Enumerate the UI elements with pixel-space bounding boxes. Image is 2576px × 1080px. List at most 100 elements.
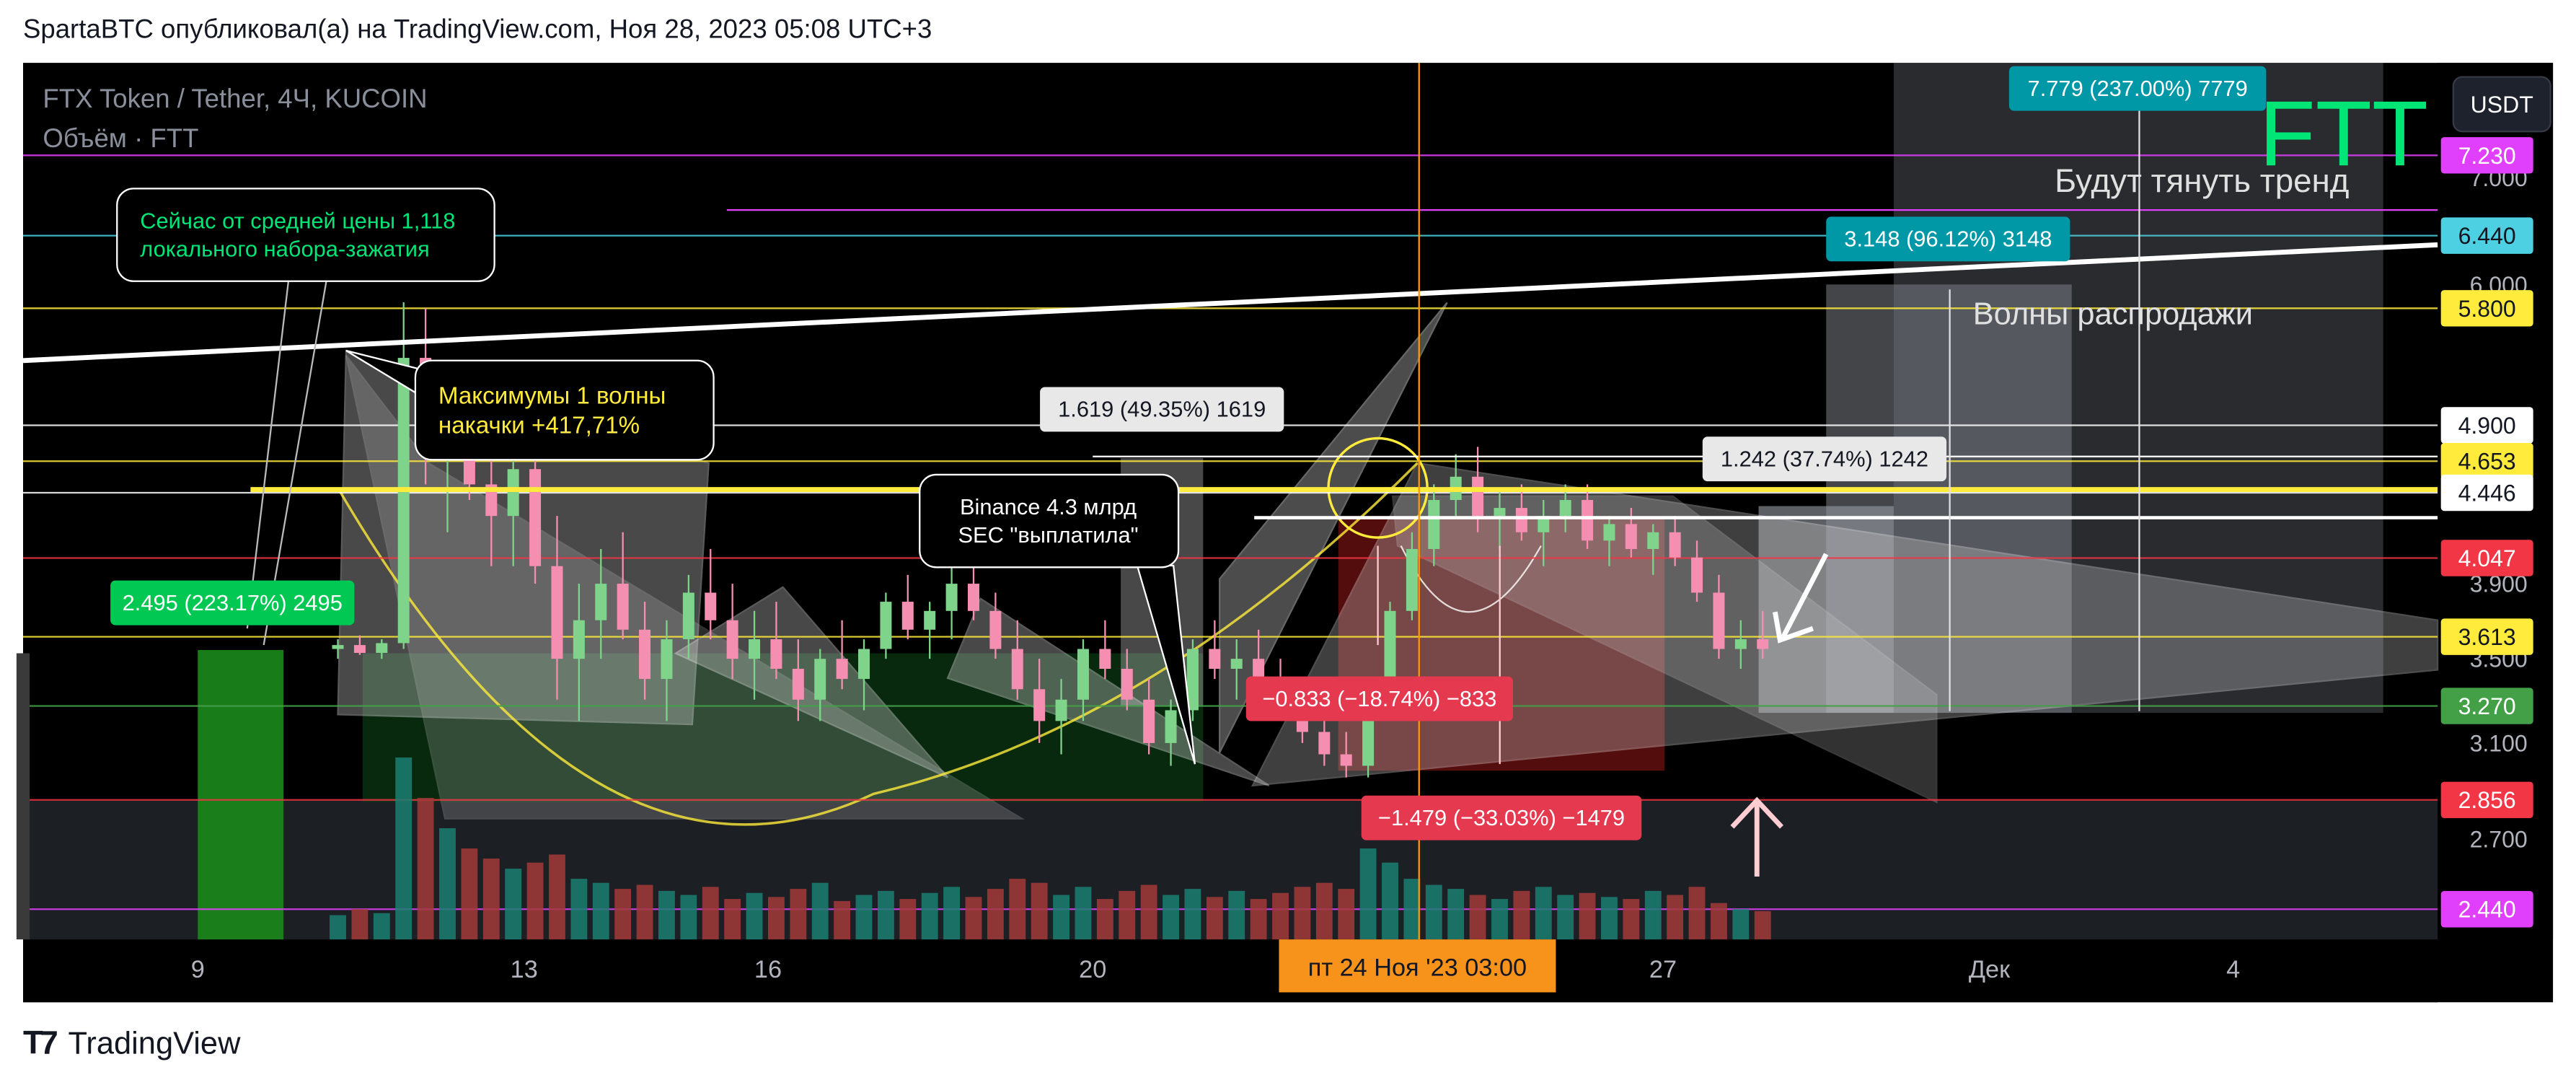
- candle-body: [397, 358, 410, 644]
- volume-bar: [834, 900, 851, 940]
- candle-body: [705, 592, 717, 620]
- volume-bar: [1425, 884, 1442, 940]
- volume-bar: [1754, 910, 1771, 940]
- price-level-tag: [2440, 137, 2533, 174]
- triangle-shape-3: [674, 586, 948, 778]
- volume-bar: [1732, 909, 1750, 940]
- price-level-tag: [2440, 443, 2533, 480]
- volume-bar: [1228, 890, 1245, 940]
- price-level-label: 3.270: [2458, 693, 2516, 719]
- symbol-info: FTX Token / Tether, 4Ч, KUCOIN Объём · F…: [43, 81, 427, 160]
- price-level-tag: [2440, 781, 2533, 819]
- callout-binance-box: [919, 473, 1180, 568]
- volume-bar: [330, 915, 346, 940]
- volume-bar: [505, 869, 522, 940]
- candle-body: [1406, 548, 1418, 611]
- measure-label-text: 1.242 (37.74%) 1242: [1721, 446, 1928, 471]
- candle-body: [1253, 659, 1265, 680]
- volume-bar: [965, 897, 982, 940]
- volume-bar: [746, 892, 763, 940]
- volume-bar: [1031, 882, 1048, 940]
- candle-body: [814, 659, 826, 700]
- volume-bar: [987, 889, 1004, 940]
- volume-bar: [1294, 887, 1311, 940]
- volume-bar: [1382, 862, 1398, 940]
- volume-bar: [351, 909, 369, 940]
- candle-body: [682, 592, 694, 640]
- volume-bar: [570, 879, 588, 940]
- candle-body: [1515, 508, 1527, 532]
- publisher-header: SpartaBTC опубликовал(а) на TradingView.…: [22, 16, 932, 45]
- price-level-label: 6.440: [2458, 223, 2516, 249]
- candle-body: [1669, 532, 1681, 558]
- measure-label-box: [110, 580, 355, 625]
- volume-bar: [1601, 897, 1618, 940]
- volume-bar: [373, 913, 390, 940]
- volume-bar: [482, 859, 500, 940]
- volume-bar: [921, 892, 938, 940]
- callout-binance-line1: Binance 4.3 млрд: [960, 494, 1137, 519]
- volume-bar: [1053, 895, 1069, 940]
- candle-body: [551, 566, 563, 659]
- accumulation-zone: [362, 653, 1204, 802]
- volume-bar: [1667, 895, 1684, 940]
- candle-body: [507, 469, 519, 517]
- volume-bar: [395, 757, 413, 940]
- candle-body: [485, 484, 498, 517]
- callout-avg-line2: локального набора-зажатия: [140, 236, 429, 261]
- x-tick-label: 9: [191, 956, 205, 983]
- volume-bar: [1579, 892, 1596, 940]
- candle-body: [1230, 659, 1243, 669]
- candle-body: [617, 584, 629, 630]
- candle-body: [376, 643, 388, 653]
- projection-zone-3: [1758, 506, 1894, 714]
- candle-body: [967, 584, 979, 611]
- candle-body: [989, 610, 1002, 649]
- volume-bar: [614, 889, 632, 940]
- crosshair-date-box: [1279, 939, 1556, 993]
- candle-body: [945, 584, 958, 611]
- candle-body: [1472, 476, 1484, 517]
- volume-bar: [526, 862, 544, 940]
- candle-body: [1559, 500, 1571, 517]
- x-tick-label: 20: [1079, 956, 1106, 983]
- currency-button[interactable]: USDT: [2452, 76, 2551, 133]
- price-level-tag: [2440, 407, 2533, 444]
- volume-bar: [1119, 890, 1136, 940]
- volume-bar: [1403, 879, 1421, 940]
- x-tick-label: 16: [754, 956, 782, 983]
- candle-body: [770, 639, 782, 669]
- candle-body: [1757, 639, 1769, 649]
- x-tick-label: 4: [2226, 956, 2240, 983]
- candle-body: [901, 602, 914, 630]
- waves-text: Волны распродажи: [1973, 297, 2253, 331]
- arrow-down-line: [1781, 553, 1829, 638]
- channel-shape: [1391, 495, 1938, 804]
- volume-bar: [811, 882, 829, 940]
- measure-label-text: −0.833 (−18.74%) −833: [1262, 686, 1496, 711]
- price-level-label: 5.800: [2458, 296, 2516, 322]
- price-level-label: 4.446: [2458, 480, 2516, 506]
- price-level-tag: [2440, 290, 2533, 327]
- candle-body: [749, 639, 761, 659]
- candle-body: [1318, 732, 1331, 755]
- candle-body: [639, 629, 651, 680]
- candle-body: [529, 469, 542, 566]
- volume-bar: [1096, 899, 1113, 940]
- measure-label-box: [1245, 676, 1513, 721]
- volume-bar: [767, 897, 785, 940]
- candle-body: [1099, 649, 1111, 669]
- price-level-label: 3.613: [2458, 624, 2516, 650]
- candle-body: [1186, 649, 1199, 711]
- volume-bar: [1447, 889, 1465, 940]
- candle-body: [1362, 710, 1375, 766]
- price-level-tag: [2440, 891, 2533, 928]
- callout-wave-line2: накачки +417,71%: [438, 413, 640, 439]
- volume-bar: [790, 889, 807, 940]
- measure-label-text: 3.148 (96.12%) 3148: [1844, 227, 2052, 252]
- measure-label-box: [1826, 216, 2070, 262]
- candle-body: [1033, 689, 1046, 721]
- volume-bar: [1644, 890, 1662, 940]
- volume-bar: [1184, 889, 1201, 940]
- volume-bar: [1623, 899, 1640, 940]
